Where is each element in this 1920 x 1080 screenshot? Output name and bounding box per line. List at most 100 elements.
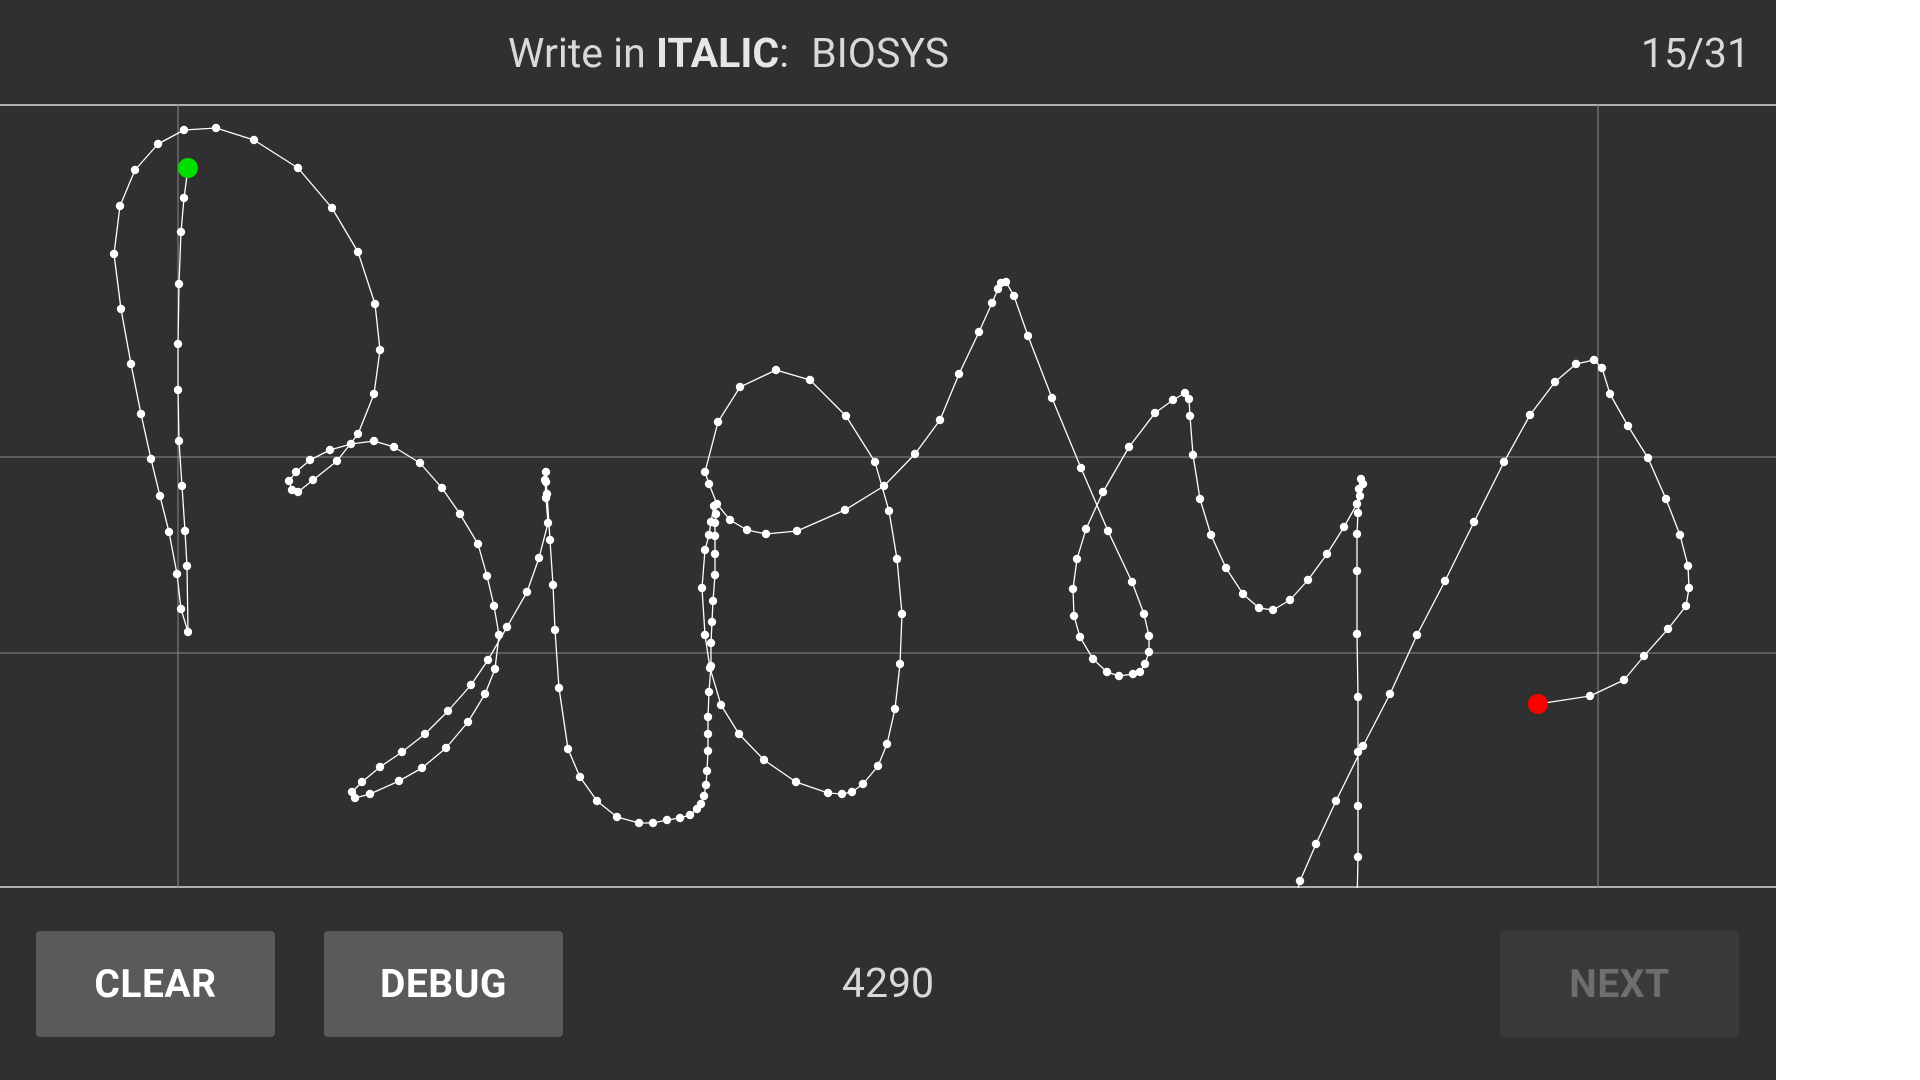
prompt-prefix: Write in [508,30,646,78]
progress-counter: 15/31 [1640,30,1750,78]
ink-point [841,411,851,421]
clear-button[interactable]: CLEAR [36,931,275,1037]
ink-point [987,298,997,308]
ink-point [183,627,193,637]
ink-point [1550,377,1560,387]
ink-point [701,780,711,790]
ink-point [357,777,367,787]
ink-point [1185,411,1195,421]
ink-point [734,729,744,739]
ink-point [1139,609,1149,619]
ink-point [1525,410,1535,420]
ink-point [711,509,721,519]
ink-point [703,746,713,756]
ink-point [480,689,490,699]
ink-point [648,818,658,828]
ink-point [847,787,857,797]
ink-point [705,663,715,673]
ink-point [502,622,512,632]
ink-point [1684,583,1694,593]
ink-point [176,604,186,614]
ink-point [375,345,385,355]
ink-point [1140,659,1150,669]
handwriting-app: Write in ITALIC: BIOSYS 15/31 CLEAR DEBUG… [0,28,1776,1037]
ink-point [892,554,902,564]
ink-point [1295,876,1305,886]
ink-point [707,617,717,627]
ink-point [146,454,156,464]
ink-point [494,630,504,640]
ink-point [1075,632,1085,642]
ink-point [1135,667,1145,677]
ink-point [696,799,706,809]
ink-point [1639,651,1649,661]
next-button[interactable]: NEXT [1500,931,1739,1037]
ink-point [1009,291,1019,301]
ink-point [116,304,126,314]
ink-point [534,553,544,563]
ink-point [545,535,555,545]
ink-point [490,664,500,674]
ink-point [375,762,385,772]
ink-point [305,455,315,465]
ink-point [634,818,644,828]
writing-prompt: Write in ITALIC: BIOSYS [508,28,949,80]
ink-point [1180,388,1190,398]
ink-point [1469,517,1479,527]
ink-point [548,580,558,590]
ink-path [113,127,1690,888]
ink-point [1206,530,1216,540]
ink-point [130,165,140,175]
ink-point [1661,494,1671,504]
ink-point [1285,595,1295,605]
handwriting-canvas[interactable] [0,104,1776,888]
ink-point [1124,442,1134,452]
stroke-end-marker [1528,694,1548,714]
ink-point [897,609,907,619]
ink-point [115,201,125,211]
ink-point [473,539,483,549]
ink-point [365,789,375,799]
ink-point [1385,689,1395,699]
ink-point [1023,331,1033,341]
ink-point [370,299,380,309]
ink-point [293,163,303,173]
target-word: BIOSYS [811,30,950,78]
ink-point [700,545,710,555]
ink-point [369,436,379,446]
ink-point [1322,549,1332,559]
ink-point [759,755,769,765]
point-counter: 4290 [841,960,935,1008]
guide-lines [0,104,1776,888]
ink-point [1643,453,1653,463]
ink-point [541,467,551,477]
ink-point [353,247,363,257]
ink-point [346,439,356,449]
ink-point [1663,624,1673,634]
ink-point [1358,741,1368,751]
ink-point [1127,577,1137,587]
ink-point [563,744,573,754]
debug-button[interactable]: DEBUG [324,931,563,1037]
ink-point [179,193,189,203]
ink-point [394,776,404,786]
ink-strokes [109,123,1694,888]
ink-point [1619,675,1629,685]
ink-point [1355,491,1365,501]
ink-point [703,729,713,739]
ink-point [704,687,714,697]
ink-point [126,359,136,369]
ink-point [455,509,465,519]
ink-point [870,457,880,467]
ink-point [840,505,850,515]
ink-point [1358,479,1368,489]
ink-point [700,467,710,477]
ink-point [791,777,801,787]
ink-point [974,327,984,337]
ink-point [873,761,883,771]
ink-point [437,483,447,493]
ink-point [1311,839,1321,849]
ink-point [482,571,492,581]
ink-point [1254,603,1264,613]
ink-point [211,123,221,133]
